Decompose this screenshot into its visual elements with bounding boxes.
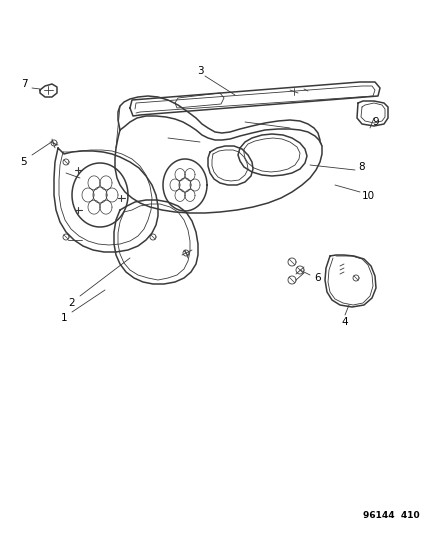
Text: 8: 8: [358, 162, 364, 172]
Text: 5: 5: [21, 157, 27, 167]
Text: 9: 9: [372, 117, 378, 127]
Text: 1: 1: [60, 313, 67, 323]
Text: 2: 2: [68, 298, 75, 308]
Text: 3: 3: [196, 66, 203, 76]
Text: 10: 10: [360, 191, 374, 201]
Text: 7: 7: [21, 79, 27, 89]
Text: 6: 6: [314, 273, 321, 283]
Text: 4: 4: [341, 317, 347, 327]
Text: 96144  410: 96144 410: [363, 511, 419, 520]
